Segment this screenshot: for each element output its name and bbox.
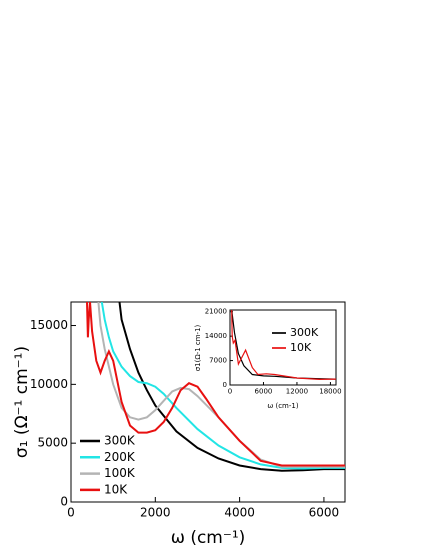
y-tick-label: 10000 — [30, 377, 68, 391]
x-tick-label: 12000 — [286, 387, 308, 395]
y-tick-label: 21000 — [205, 308, 227, 316]
series-line — [231, 310, 336, 381]
plot-frame — [229, 309, 337, 386]
series-line — [231, 310, 336, 380]
y-tick-label: 15000 — [30, 318, 68, 332]
plot-frame — [70, 301, 346, 503]
y-tick-label: 0 — [223, 381, 227, 389]
x-tick-label: 0 — [67, 505, 75, 519]
y-tick-label: 14000 — [205, 332, 227, 340]
legend-label: 300K — [290, 326, 319, 339]
legend-label: 200K — [104, 450, 136, 464]
y-tick-label: 0 — [60, 495, 68, 509]
x-tick-label: 0 — [228, 387, 232, 395]
legend-label: 100K — [104, 466, 136, 480]
y-axis-label: σ1(Ω-1 cm-1) — [194, 324, 202, 371]
x-tick-label: 4000 — [224, 505, 255, 519]
legend-label: 10K — [290, 341, 312, 354]
x-tick-label: 18000 — [319, 387, 341, 395]
x-axis-label: ω (cm-1) — [267, 402, 298, 410]
series-line — [86, 302, 345, 467]
y-tick-label: 7000 — [209, 357, 227, 365]
y-tick-label: 5000 — [37, 436, 68, 450]
plot-area — [86, 302, 345, 472]
x-tick-label: 6000 — [309, 505, 340, 519]
y-axis-label: σ₁ (Ω⁻¹ cm⁻¹) — [12, 346, 32, 458]
plot-area — [231, 310, 336, 381]
series-line — [118, 302, 345, 472]
x-tick-label: 2000 — [140, 505, 171, 519]
series-line — [100, 302, 345, 470]
x-axis-label: ω (cm⁻¹) — [171, 528, 246, 548]
legend-label: 300K — [104, 434, 136, 448]
legend-label: 10K — [104, 482, 128, 496]
x-tick-label: 6000 — [255, 387, 273, 395]
